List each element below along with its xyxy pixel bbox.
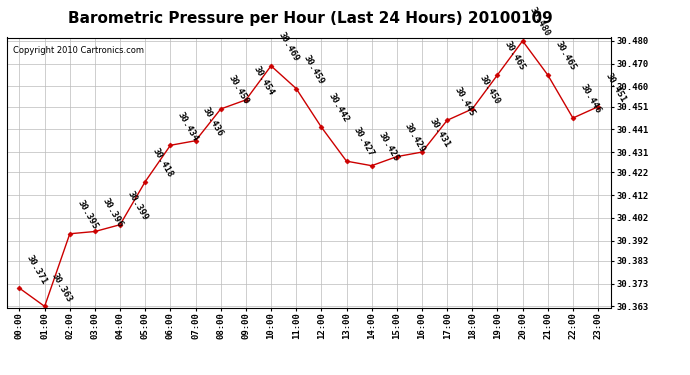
Text: 30.450: 30.450 bbox=[478, 74, 502, 106]
Text: 30.459: 30.459 bbox=[302, 53, 326, 86]
Text: Barometric Pressure per Hour (Last 24 Hours) 20100109: Barometric Pressure per Hour (Last 24 Ho… bbox=[68, 11, 553, 26]
Text: 30.425: 30.425 bbox=[377, 130, 401, 163]
Text: 30.395: 30.395 bbox=[75, 198, 99, 231]
Text: 30.451: 30.451 bbox=[604, 72, 627, 104]
Text: 30.480: 30.480 bbox=[528, 6, 552, 38]
Text: 30.446: 30.446 bbox=[578, 83, 602, 115]
Text: 30.442: 30.442 bbox=[327, 92, 351, 124]
Text: 30.445: 30.445 bbox=[453, 85, 477, 117]
Text: 30.363: 30.363 bbox=[50, 271, 74, 304]
Text: 30.465: 30.465 bbox=[553, 40, 578, 72]
Text: 30.371: 30.371 bbox=[25, 253, 49, 285]
Text: Copyright 2010 Cartronics.com: Copyright 2010 Cartronics.com bbox=[13, 46, 144, 55]
Text: 30.431: 30.431 bbox=[428, 117, 451, 149]
Text: 30.429: 30.429 bbox=[402, 122, 426, 154]
Text: 30.450: 30.450 bbox=[226, 74, 250, 106]
Text: 30.427: 30.427 bbox=[352, 126, 376, 158]
Text: 30.454: 30.454 bbox=[251, 65, 275, 97]
Text: 30.418: 30.418 bbox=[151, 146, 175, 179]
Text: 30.396: 30.396 bbox=[101, 196, 124, 229]
Text: 30.434: 30.434 bbox=[176, 110, 200, 142]
Text: 30.399: 30.399 bbox=[126, 189, 150, 222]
Text: 30.469: 30.469 bbox=[277, 31, 301, 63]
Text: 30.465: 30.465 bbox=[503, 40, 527, 72]
Text: 30.436: 30.436 bbox=[201, 105, 225, 138]
